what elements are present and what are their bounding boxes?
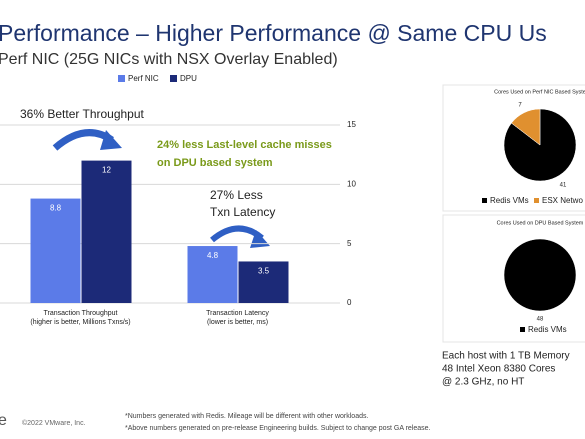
pie-panel [442,84,585,212]
value-label: 8.8 [50,204,62,213]
y-tick-label: 10 [347,179,356,188]
annotation: on DPU based system [157,157,273,169]
legend-swatch [118,75,125,82]
pie-panel [442,214,585,343]
arrow-head [100,130,122,150]
legend-label: Perf NIC [128,74,159,83]
legend-label: ESX Netwo [542,196,583,205]
x-tick-label: (higher is better, Millions Txns/s) [30,319,130,326]
x-tick-label: Transaction Latency [206,310,269,317]
legend-swatch [534,198,539,203]
logo: e [0,412,7,429]
pie-value-label: 41 [560,183,567,189]
legend-swatch [520,327,525,332]
legend-label: DPU [180,74,197,83]
annotation: 36% Better Throughput [20,107,145,121]
y-tick-label: 5 [347,239,352,248]
host-note: 48 Intel Xeon 8380 Cores [442,364,555,375]
slide-subtitle: Perf NIC (25G NICs with NSX Overlay Enab… [0,51,338,68]
annotation: 24% less Last-level cache misses [157,139,332,151]
footnote: *Numbers generated with Redis. Mileage w… [125,413,368,420]
bar [30,198,81,303]
pie-slice [511,108,541,146]
value-label: 12 [102,166,111,175]
pie-value-label: 48 [537,317,544,323]
legend-label: Redis VMs [528,325,567,334]
pie-slice [503,238,577,312]
footnote: *Above numbers generated on pre-release … [125,425,431,432]
bar [238,261,289,303]
legend-swatch [482,198,487,203]
pie-title: Cores Used on Perf NIC Based Syste [494,89,585,95]
bar [187,246,238,303]
copyright: ©2022 VMware, Inc. [22,419,86,427]
annotation: Txn Latency [210,205,275,219]
host-note: @ 2.3 GHz, no HT [442,377,524,388]
y-tick-label: 0 [347,298,352,307]
x-tick-label: Transaction Throughput [44,310,118,317]
x-tick-label: (lower is better, ms) [207,319,268,326]
slide-title: Performance – Higher Performance @ Same … [0,20,547,46]
value-label: 4.8 [207,251,219,260]
pie-value-label: 7 [518,103,522,109]
legend-swatch [170,75,177,82]
legend-label: Redis VMs [490,196,529,205]
value-label: 3.5 [258,267,270,276]
bar [81,160,132,303]
host-note: Each host with 1 TB Memory [442,351,570,362]
y-tick-label: 15 [347,120,356,129]
pie-title: Cores Used on DPU Based System [497,220,584,226]
annotation: 27% Less [210,188,263,202]
